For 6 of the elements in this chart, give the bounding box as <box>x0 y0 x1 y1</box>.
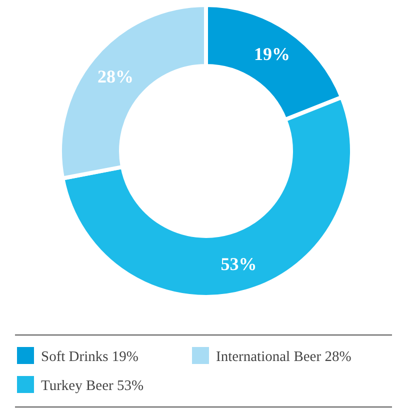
legend-label: International Beer 28% <box>216 349 352 365</box>
legend-label: Soft Drinks 19% <box>41 349 138 365</box>
data-label: 19% <box>254 44 290 64</box>
data-label: 28% <box>97 66 134 86</box>
data-label: 53% <box>220 254 257 274</box>
legend-label: Turkey Beer 53% <box>41 378 144 394</box>
